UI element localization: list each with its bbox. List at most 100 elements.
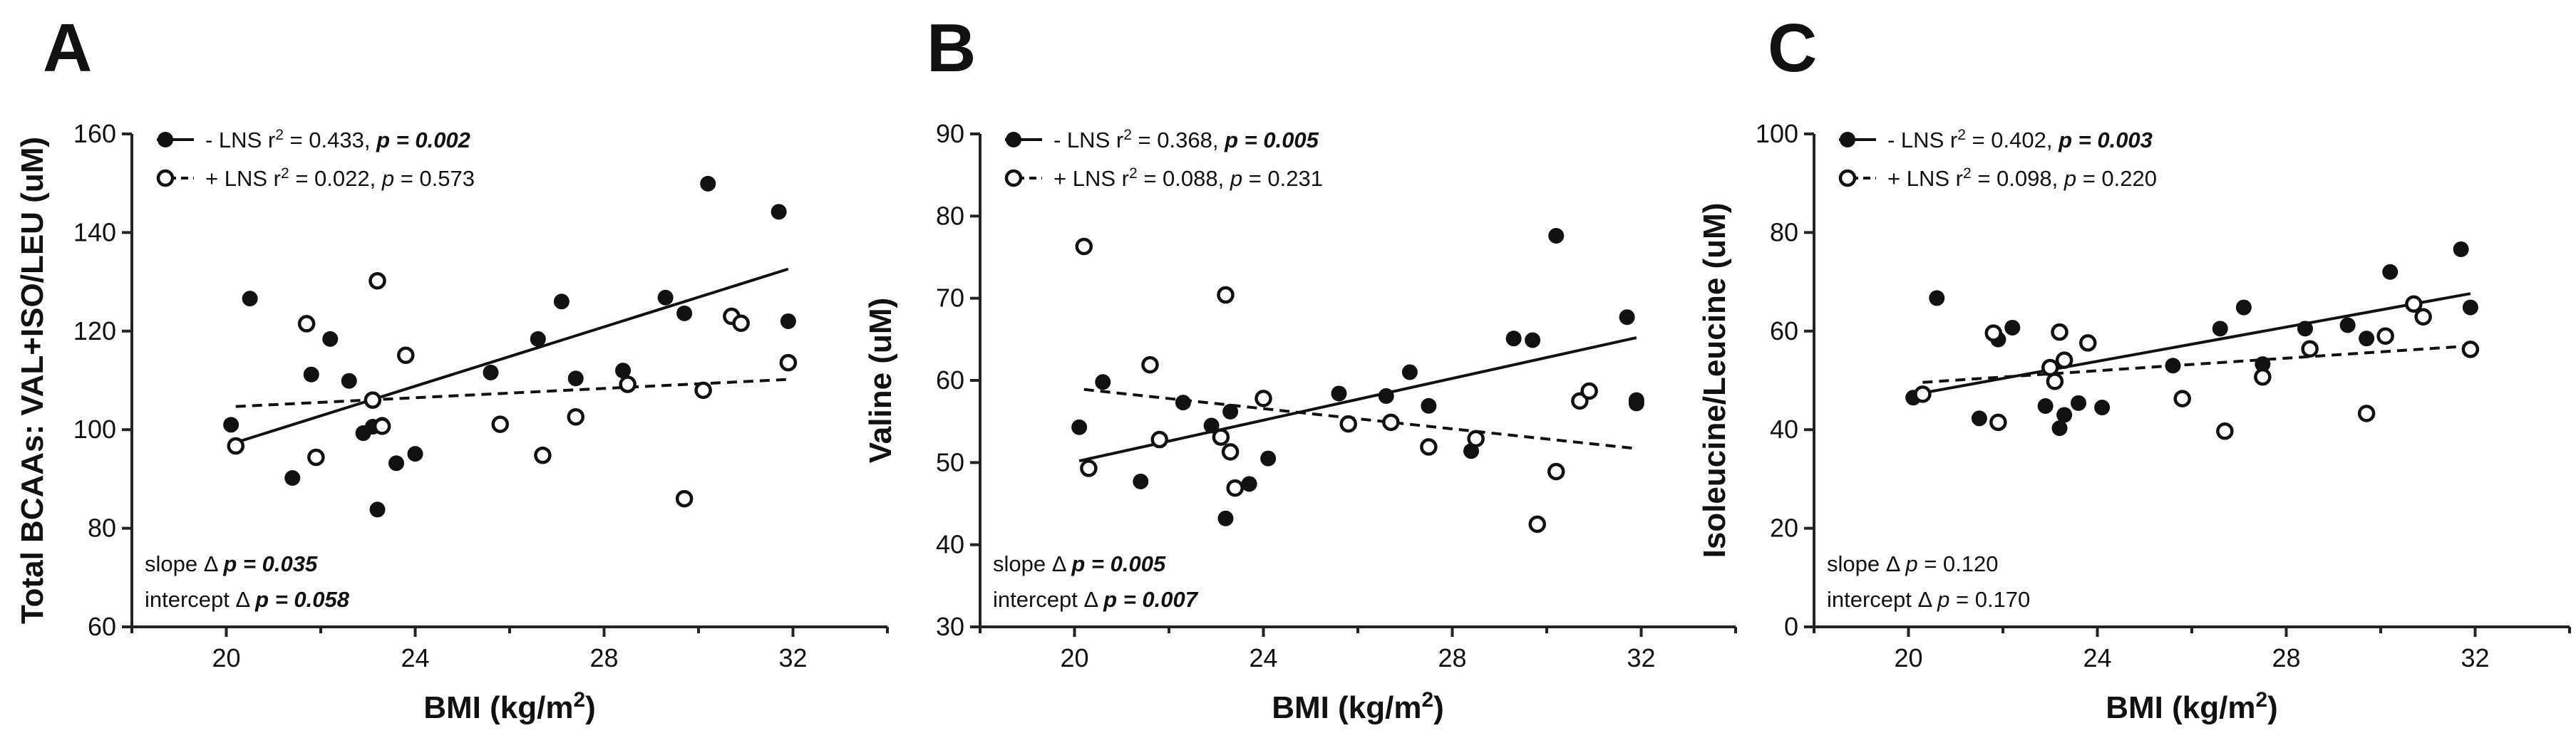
panel-c-legend-text-2: + LNS r2 = 0.098, p = 0.220 [1887, 165, 2157, 192]
panel-a-point-plus-lns [694, 381, 712, 400]
panel-c-point-plus-lns [2173, 390, 2191, 407]
panel-a-y-tick-label: 100 [73, 415, 116, 444]
panel-c-point-minus-lns [2037, 397, 2054, 414]
panel-b-point-minus-lns [1331, 385, 1347, 402]
panel-b-y-tick-label: 90 [936, 119, 964, 148]
panel-a-x-tick-label: 24 [401, 643, 429, 672]
panel-c-y-tick-label: 40 [1770, 415, 1798, 444]
panel-b-legend-text-2: + LNS r2 = 0.088, p = 0.231 [1053, 165, 1323, 192]
panel-b-y-tick-label: 70 [936, 284, 964, 313]
panel-a-point-minus-lns [242, 291, 258, 307]
panel-c-point-minus-lns [2165, 358, 2181, 374]
panel-b-point-plus-lns [1212, 428, 1230, 446]
panel-b-x-tick-label: 24 [1249, 643, 1277, 672]
panel-b-y-tick-label: 50 [936, 447, 964, 477]
panel-b-point-plus-lns [1339, 415, 1357, 433]
panel-a-stat-p-label: p [222, 551, 243, 576]
panel-c-x-label: BMI (kg/m2) [2106, 688, 2278, 726]
panel-a-point-plus-lns [491, 415, 509, 433]
panel-c-legend-name: - LNS [1887, 128, 1950, 152]
panel-c-y-tick-label: 100 [1756, 119, 1798, 148]
panel-b-stat-1: slope Δ p = 0.005 [993, 551, 1166, 576]
panel-b-point-minus-lns [1217, 510, 1234, 526]
panel-c-point-minus-lns [2235, 299, 2252, 316]
panel-a-point-plus-lns [779, 353, 798, 372]
panel-a-point-plus-lns [227, 437, 244, 455]
panel-c-point-plus-lns [1989, 413, 2007, 432]
panel-a-point-minus-lns [407, 446, 423, 462]
panel-a-x-label-part-sup: 2 [573, 688, 585, 712]
panel-b-point-plus-lns [1221, 443, 1240, 461]
panel-a-point-minus-lns [676, 305, 693, 321]
panel-a-point-plus-lns [619, 375, 637, 393]
panel-c-x-tick-label: 24 [2083, 643, 2111, 672]
panel-a-x-label-part-pre: BMI (kg/m [423, 690, 573, 725]
panel-b-point-minus-lns [1241, 476, 1257, 492]
panel-a-fit-line-minus-lns [230, 267, 789, 446]
panel-c-stat-2: intercept Δ p = 0.170 [1827, 587, 2030, 612]
panel-c-stat-p-label: p [1937, 587, 1956, 612]
panel-b-point-minus-lns [1175, 395, 1191, 411]
panel-b-legend-stat-post: = 0.368, [1132, 128, 1225, 152]
panel-b-point-minus-lns [1378, 388, 1394, 404]
panel-b-point-minus-lns [1203, 417, 1220, 434]
panel-a-y-tick-label: 80 [88, 514, 116, 543]
panel-b-y-tick-label: 60 [936, 365, 964, 395]
panel-c-legend-name: + LNS [1887, 166, 1956, 191]
panel-a-y-tick-label: 160 [73, 119, 116, 148]
panel-b-point-plus-lns [1528, 515, 1546, 534]
panel-a-point-plus-lns [373, 417, 391, 435]
panel-a-stat-1: slope Δ p = 0.035 [145, 551, 318, 576]
panel-c-point-minus-lns [1971, 410, 1987, 427]
panel-a-legend-p-value: = 0.573 [401, 166, 475, 191]
panel-a-legend-text-1: - LNS r2 = 0.433, p = 0.002 [205, 127, 470, 153]
panel-a-fit-line-plus-lns [235, 378, 788, 408]
panel-c-legend-stat-sup: 2 [1963, 165, 1972, 182]
panel-a-point-minus-lns [530, 331, 546, 347]
panel-c-legend-p-label: p [2058, 128, 2078, 152]
panel-a-legend-text-2: + LNS r2 = 0.022, p = 0.573 [205, 165, 475, 192]
panel-b-point-plus-lns [1150, 430, 1168, 449]
panel-a-x-tick-label: 28 [589, 643, 618, 672]
panel-c-point-plus-lns [2357, 405, 2376, 422]
panel-a-x-tick-label: 20 [212, 643, 240, 672]
panel-c-point-plus-lns [1914, 385, 1932, 403]
panel-c-point-plus-lns [2376, 327, 2394, 345]
panel-a-x-label: BMI (kg/m2) [423, 688, 596, 726]
panel-c-point-minus-lns [2212, 321, 2228, 337]
panel-c-point-plus-lns [2405, 295, 2423, 313]
panel-a-legend-stat-post: = 0.022, [289, 166, 382, 191]
panel-a-point-minus-lns [341, 373, 357, 389]
panel-c-point-plus-lns [2461, 341, 2480, 358]
panel-a-point-minus-lns [223, 417, 239, 433]
panel-c-point-minus-lns [2359, 331, 2375, 347]
panel-c-point-minus-lns [2453, 241, 2469, 257]
panel-c-stat-label: intercept Δ [1827, 587, 1937, 612]
panel-b-x-tick-label: 32 [1627, 643, 1655, 672]
panel-a-x-tick-label: 32 [778, 643, 807, 672]
panel-c-point-minus-lns [2339, 317, 2356, 333]
panel-b-point-minus-lns [1548, 228, 1565, 244]
panel-c-letter: C [1768, 10, 1817, 86]
panel-b-legend-p-value: = 0.231 [1249, 166, 1323, 191]
panel-b-stat-label: slope Δ [993, 551, 1071, 576]
panel-b-legend-p-label: p [1230, 166, 1249, 191]
panel-b-point-minus-lns [1525, 332, 1541, 348]
panel-b-point-plus-lns [1254, 390, 1272, 407]
panel-a-point-plus-lns [675, 489, 694, 508]
panel-c-legend-stat-pre: r [1956, 166, 1963, 191]
panel-b-point-minus-lns [1505, 331, 1522, 347]
panel-b-y-tick-label: 80 [936, 201, 964, 230]
panel-b-point-minus-lns [1401, 364, 1418, 380]
panel-b-stat-p-label: p [1103, 587, 1123, 612]
panel-c-y-label: Isoleucine/Leucine (uM) [1697, 203, 1732, 558]
panel-b-stat-p-value: = 0.007 [1123, 587, 1199, 612]
panel-b-legend-name: - LNS [1053, 128, 1116, 152]
panel-a-legend-p-label: p [376, 128, 396, 152]
panel-a-x-label-part-post: ) [585, 690, 596, 725]
panel-b-legend-marker-1 [1006, 132, 1021, 147]
panel-c-point-minus-lns [2462, 299, 2478, 316]
panel-a-legend-marker-1 [158, 132, 173, 147]
panel-a-stat-label: slope Δ [145, 551, 223, 576]
